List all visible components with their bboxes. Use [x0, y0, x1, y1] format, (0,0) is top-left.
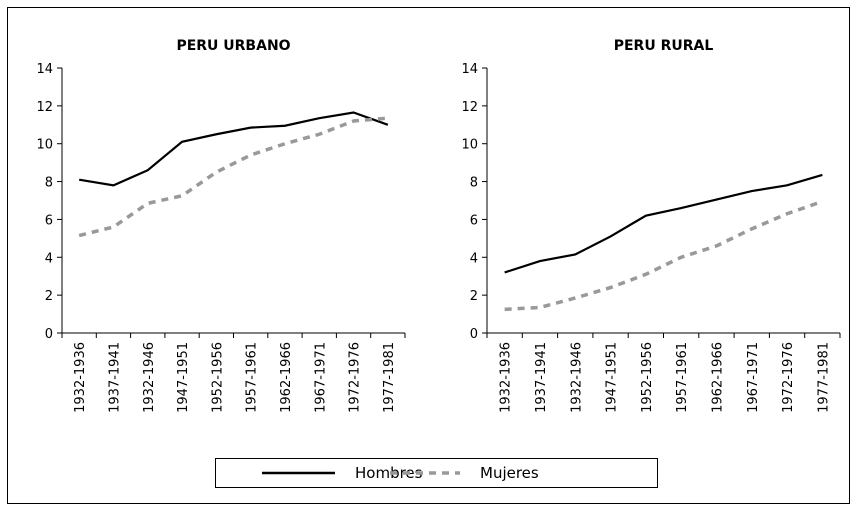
- y-tick-label: 6: [45, 213, 53, 228]
- x-tick-label: 1977-1981: [816, 342, 831, 413]
- x-tick-label: 1932-1936: [73, 342, 88, 413]
- series-line: [78, 111, 389, 187]
- y-tick-label: 8: [470, 176, 478, 191]
- x-tick-label: 1967-1971: [313, 342, 328, 413]
- x-tick-label: 1972-1976: [781, 342, 796, 413]
- series-line: [504, 173, 823, 274]
- x-tick-label: 1952-1956: [640, 342, 655, 413]
- x-tick-label: 1952-1956: [210, 342, 225, 413]
- x-tick-label: 1937-1941: [534, 342, 549, 413]
- y-tick-label: 8: [45, 176, 53, 191]
- series-line: [78, 116, 388, 238]
- y-tick-label: 2: [45, 289, 53, 304]
- y-tick-label: 4: [45, 251, 53, 266]
- x-tick-label: 1977-1981: [382, 342, 397, 413]
- y-tick-label: 14: [461, 62, 478, 77]
- y-tick-label: 12: [461, 100, 478, 115]
- x-tick-label: 1962-1966: [710, 342, 725, 413]
- x-tick-label: 1972-1976: [348, 342, 363, 413]
- x-tick-label: 1932-1946: [569, 342, 584, 413]
- chart-title: PERU URBANO: [176, 38, 290, 54]
- chart-title: PERU RURAL: [614, 38, 714, 54]
- x-tick-label: 1967-1971: [746, 342, 761, 413]
- y-tick-label: 12: [36, 100, 53, 115]
- x-tick-label: 1962-1966: [279, 342, 294, 413]
- x-tick-label: 1957-1961: [245, 342, 260, 413]
- y-tick-label: 14: [36, 62, 53, 77]
- y-tick-label: 0: [45, 327, 53, 342]
- series-line: [504, 199, 823, 312]
- y-tick-label: 2: [470, 289, 478, 304]
- x-tick-label: 1937-1941: [107, 342, 122, 413]
- legend-label: Hombres: [355, 464, 423, 482]
- y-tick-label: 10: [461, 138, 478, 153]
- y-tick-label: 0: [470, 327, 478, 342]
- legend-label: Mujeres: [480, 464, 539, 482]
- x-tick-label: 1947-1951: [605, 342, 620, 413]
- y-tick-label: 4: [470, 251, 478, 266]
- frame: [7, 7, 850, 504]
- x-tick-label: 1947-1951: [176, 342, 191, 413]
- y-tick-label: 6: [470, 213, 478, 228]
- x-tick-label: 1932-1946: [142, 342, 157, 413]
- x-tick-label: 1932-1936: [499, 342, 514, 413]
- y-tick-label: 10: [36, 138, 53, 153]
- x-tick-label: 1957-1961: [675, 342, 690, 413]
